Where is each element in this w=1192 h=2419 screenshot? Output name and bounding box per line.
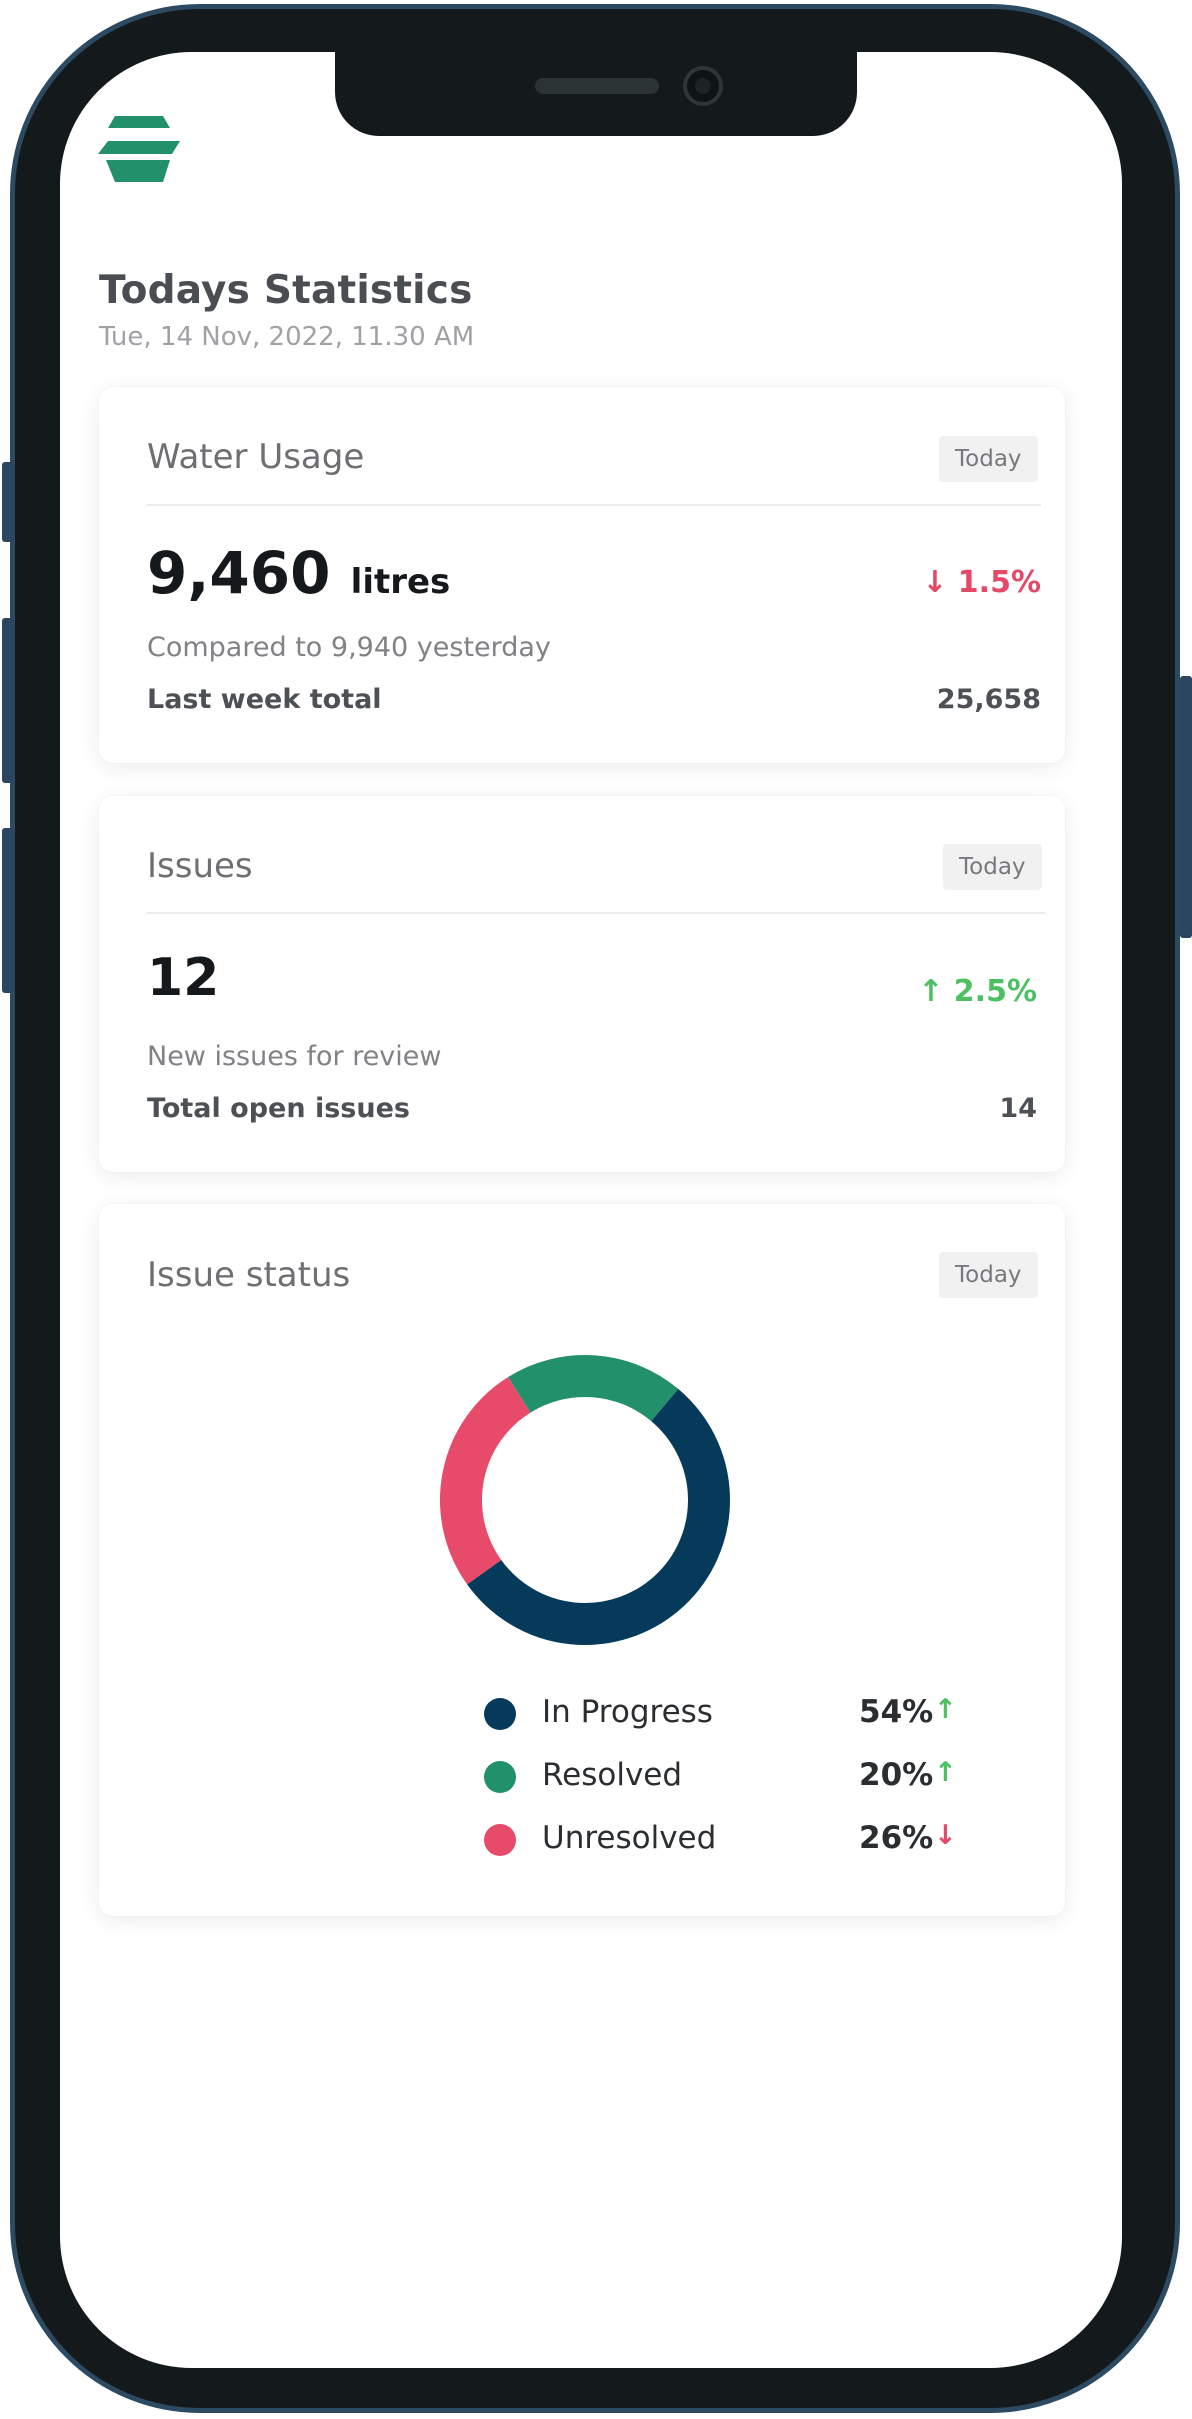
water-usage-number: 9,460: [147, 539, 331, 607]
open-issues-value: 14: [999, 1093, 1037, 1124]
donut-slice-resolved[interactable]: [508, 1355, 679, 1422]
legend-label: Resolved: [542, 1757, 683, 1793]
divider: [147, 504, 1041, 506]
stacked-bars-logo-icon[interactable]: [98, 116, 180, 188]
open-issues-label: Total open issues: [147, 1093, 410, 1124]
last-week-value: 25,658: [936, 684, 1041, 715]
volume-up-button: [2, 618, 14, 783]
card-title: Water Usage: [147, 437, 365, 477]
legend-item[interactable]: In Progress 54% ↑: [484, 1694, 984, 1734]
divider: [147, 912, 1045, 914]
issues-value: 12: [147, 948, 220, 1008]
legend-item[interactable]: Resolved 20% ↑: [484, 1757, 984, 1797]
legend-percentage: 26%: [859, 1820, 934, 1856]
legend-label: Unresolved: [542, 1820, 717, 1856]
water-usage-value: 9,460 litres: [147, 539, 450, 607]
water-usage-unit: litres: [350, 562, 451, 602]
arrow-down-icon: ↓: [934, 1820, 957, 1851]
arrow-up-icon: ↑: [918, 974, 944, 1009]
mute-switch: [2, 462, 14, 542]
page-date: Tue, 14 Nov, 2022, 11.30 AM: [99, 322, 475, 352]
donut-slice-unresolved[interactable]: [440, 1377, 531, 1585]
legend-dot-icon: [484, 1698, 516, 1730]
legend-percentage: 54%: [859, 1694, 934, 1730]
legend-dot-icon: [484, 1824, 516, 1856]
delta-value: 2.5%: [953, 974, 1037, 1009]
period-chip[interactable]: Today: [939, 436, 1038, 482]
legend-label: In Progress: [542, 1694, 713, 1730]
comparison-text: Compared to 9,940 yesterday: [147, 632, 551, 663]
legend-item[interactable]: Unresolved 26% ↓: [484, 1820, 984, 1860]
donut-slice-in-progress[interactable]: [467, 1388, 730, 1645]
issues-card[interactable]: Issues Today 12 ↑ 2.5% New issues for re…: [99, 796, 1065, 1172]
period-chip[interactable]: Today: [939, 1252, 1038, 1298]
camera-icon: [683, 66, 723, 106]
period-chip[interactable]: Today: [943, 844, 1042, 890]
speaker-grille: [535, 78, 659, 94]
issue-status-donut-chart: [440, 1355, 730, 1645]
card-title: Issue status: [147, 1255, 351, 1295]
arrow-up-icon: ↑: [934, 1694, 957, 1725]
page-title: Todays Statistics: [99, 268, 473, 313]
delta-value: 1.5%: [957, 565, 1041, 600]
card-title: Issues: [147, 846, 253, 886]
arrow-down-icon: ↓: [922, 565, 948, 600]
water-usage-delta: ↓ 1.5%: [922, 565, 1041, 600]
power-button: [1180, 676, 1192, 938]
legend-percentage: 20%: [859, 1757, 934, 1793]
legend-dot-icon: [484, 1761, 516, 1793]
water-usage-card[interactable]: Water Usage Today 9,460 litres ↓ 1.5% Co…: [99, 387, 1065, 763]
arrow-up-icon: ↑: [934, 1757, 957, 1788]
new-issues-text: New issues for review: [147, 1041, 442, 1072]
last-week-label: Last week total: [147, 684, 382, 715]
notch: [335, 52, 857, 136]
issues-delta: ↑ 2.5%: [918, 974, 1037, 1009]
volume-down-button: [2, 828, 14, 993]
issue-status-card[interactable]: Issue status Today In Progress 54% ↑ Resolv…: [99, 1204, 1065, 1916]
